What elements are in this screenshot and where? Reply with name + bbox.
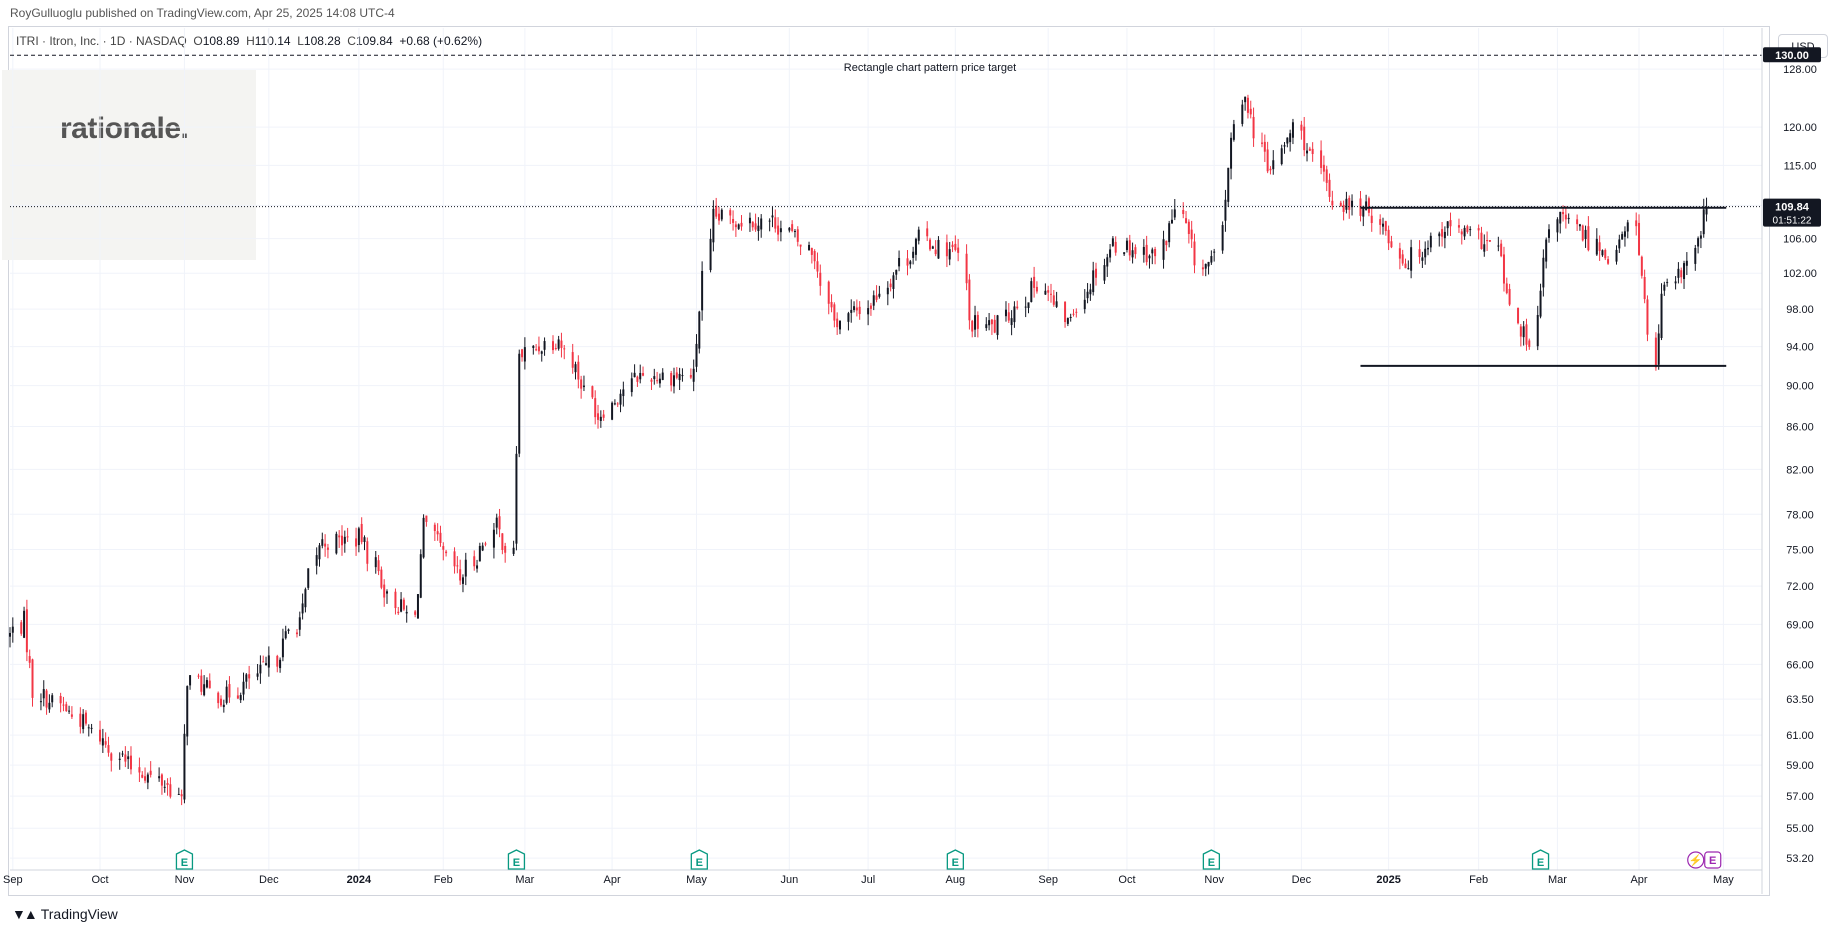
y-tick-label: 53.20 <box>1786 853 1814 865</box>
change-value: +0.68 (+0.62%) <box>399 34 483 48</box>
y-tick-label: 82.00 <box>1786 464 1814 476</box>
y-tick-label: 90.00 <box>1786 381 1814 393</box>
price-tag-box <box>1763 198 1821 227</box>
symbol-legend: ITRI · Itron, Inc. · 1D · NASDAQ O108.89… <box>16 34 483 48</box>
y-tick-label: 98.00 <box>1786 304 1814 316</box>
close-value: 109.84 <box>355 34 393 48</box>
y-axis: 53.20 55.00 57.00 59.00 61.00 63.50 66.00 69.00… <box>1761 28 1817 894</box>
brand-logo: rationale. <box>60 112 189 145</box>
price-tag-value: 109.84 <box>1775 202 1810 214</box>
y-tick-label: 110.00 <box>1784 200 1817 212</box>
y-tick-label: 61.00 <box>1786 730 1814 742</box>
y-tick-label: 102.00 <box>1783 268 1817 280</box>
y-tick-label: 120.00 <box>1783 122 1817 134</box>
logo-panel <box>2 70 256 260</box>
y-tick-label: 69.00 <box>1786 619 1814 631</box>
y-tick-label: 59.00 <box>1786 760 1814 772</box>
y-tick-label: 106.00 <box>1783 234 1817 246</box>
published-line: RoyGulluoglu published on TradingView.co… <box>10 6 395 20</box>
symbol-line: ITRI · Itron, Inc. · 1D · NASDAQ <box>16 34 187 48</box>
y-tick-label: 55.00 <box>1786 823 1814 835</box>
price-tag-countdown: 01:51:22 <box>1773 216 1812 227</box>
y-tick-label: 66.00 <box>1786 659 1814 671</box>
tradingview-brand[interactable]: ▼▲ TradingView <box>12 906 118 922</box>
y-tick-label: 78.00 <box>1786 509 1814 521</box>
y-tick-label: 57.00 <box>1786 791 1814 803</box>
y-tick-label: 63.50 <box>1786 694 1814 706</box>
y-tick-label: 72.00 <box>1786 581 1814 593</box>
y-tick-label: 94.00 <box>1786 342 1814 354</box>
y-tick-label: 75.00 <box>1786 544 1814 556</box>
currency-button[interactable]: USD <box>1778 34 1828 58</box>
open-value: 108.89 <box>202 34 240 48</box>
y-tick-label: 86.00 <box>1786 422 1814 434</box>
y-tick-label: 128.00 <box>1783 64 1817 76</box>
y-tick-label: 115.00 <box>1784 160 1817 172</box>
tradingview-logo-icon: ▼▲ <box>12 906 38 922</box>
low-value: 108.28 <box>303 34 341 48</box>
high-value: 110.14 <box>254 34 291 48</box>
chart-frame <box>8 26 1770 896</box>
tradingview-label: TradingView <box>40 906 118 922</box>
